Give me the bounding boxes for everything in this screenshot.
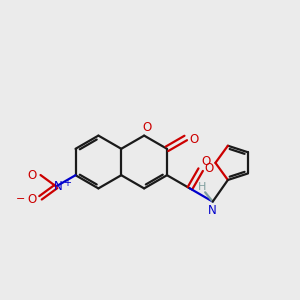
- Text: O: O: [190, 133, 199, 146]
- Text: O: O: [28, 193, 37, 206]
- Text: −: −: [16, 194, 26, 204]
- Text: +: +: [64, 178, 71, 188]
- Text: N: N: [54, 180, 63, 193]
- Text: O: O: [142, 121, 151, 134]
- Text: O: O: [202, 155, 211, 168]
- Text: O: O: [28, 169, 37, 182]
- Text: O: O: [205, 162, 214, 175]
- Text: H: H: [198, 182, 206, 192]
- Text: N: N: [208, 203, 217, 217]
